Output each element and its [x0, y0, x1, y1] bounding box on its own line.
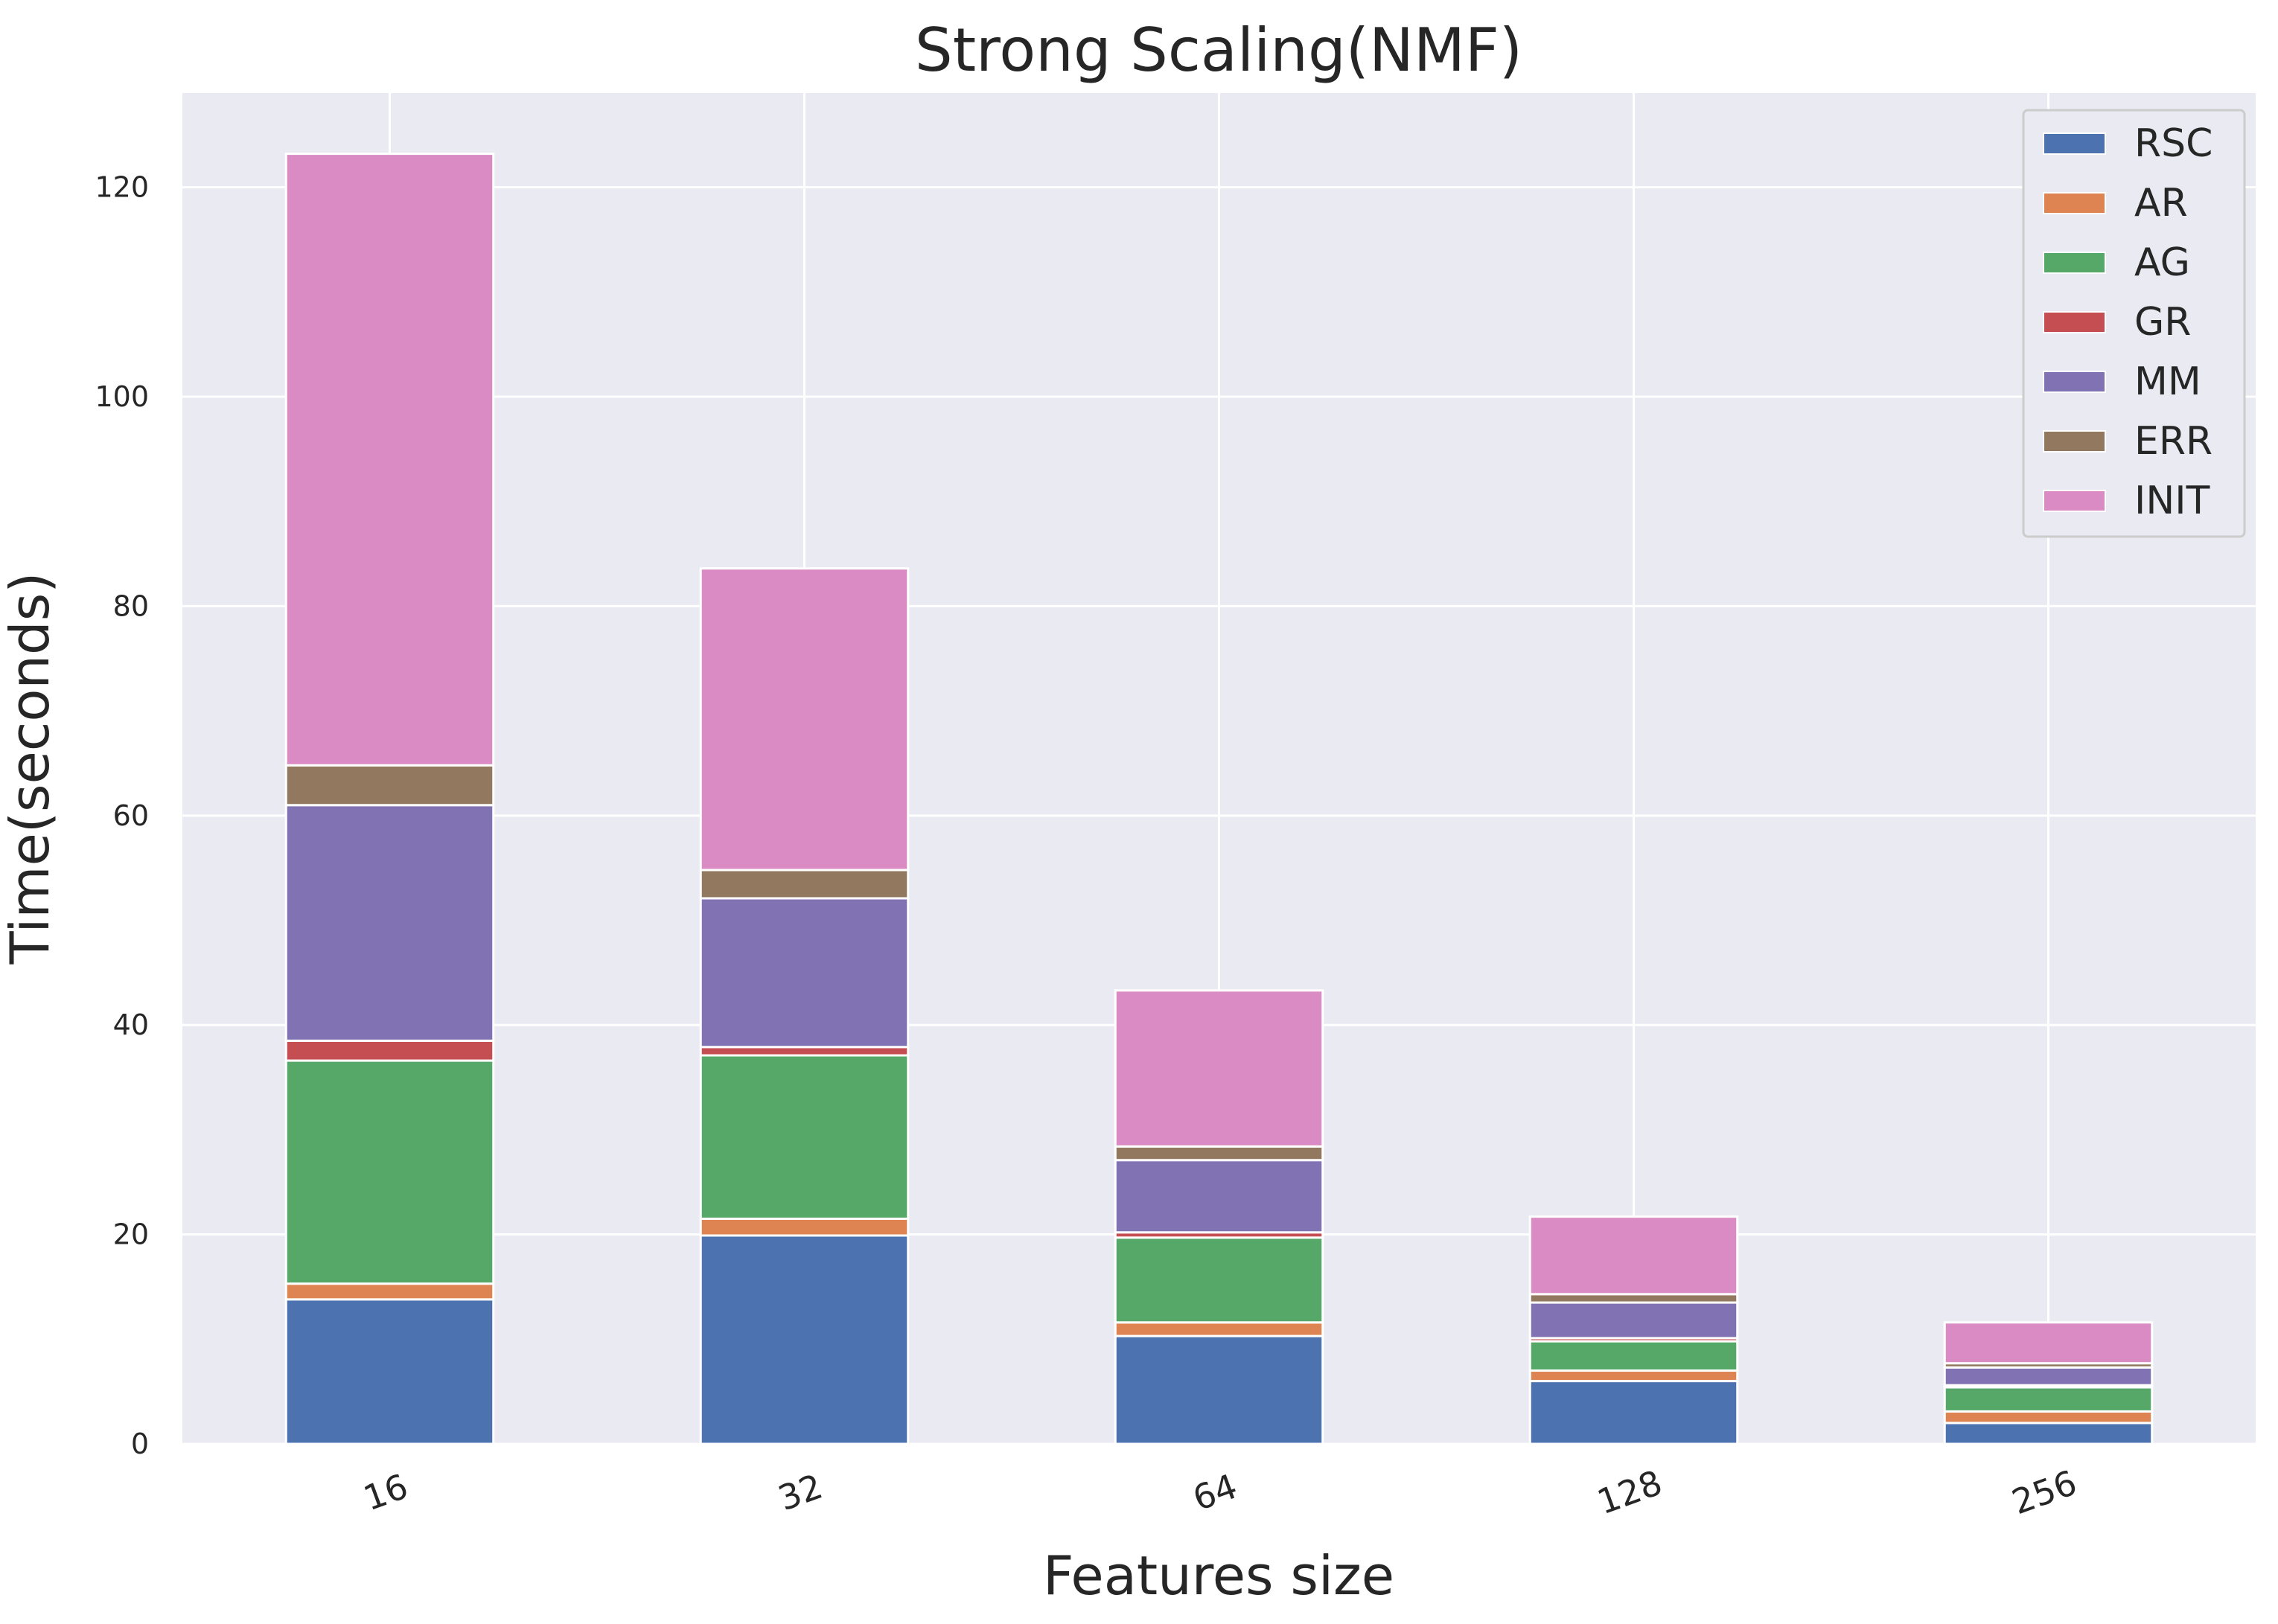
bar-rsc-16	[284, 1298, 495, 1445]
legend-swatch-mm	[2043, 371, 2106, 393]
legend-label-rsc: RSC	[2134, 121, 2212, 166]
y-tick-label: 40	[113, 1008, 149, 1041]
bar-init-16	[284, 153, 495, 767]
bar-rsc-64	[1114, 1334, 1324, 1445]
bar-init-32	[699, 567, 910, 872]
legend-frame	[2022, 109, 2246, 538]
bar-ar-256	[1943, 1410, 2154, 1425]
bar-gr-16	[284, 1039, 495, 1062]
x-tick-label: 128	[1592, 1462, 1668, 1523]
bar-ag-64	[1114, 1236, 1324, 1324]
x-tick-label: 16	[358, 1466, 412, 1519]
bar-mm-256	[1943, 1366, 2154, 1387]
bar-init-128	[1528, 1215, 1739, 1296]
bar-ag-32	[699, 1054, 910, 1220]
bar-err-64	[1114, 1145, 1324, 1162]
x-tick-label: 256	[2007, 1462, 2082, 1523]
y-tick-label: 60	[113, 799, 149, 832]
legend-label-ar: AR	[2134, 181, 2188, 226]
bar-err-16	[284, 764, 495, 807]
bar-ag-128	[1528, 1340, 1739, 1372]
bars	[284, 153, 2154, 1445]
bar-ar-32	[699, 1218, 910, 1237]
legend-swatch-err	[2043, 430, 2106, 453]
bar-ar-16	[284, 1282, 495, 1301]
bar-err-32	[699, 869, 910, 900]
legend-swatch-gr	[2043, 311, 2106, 333]
legend-label-err: ERR	[2134, 419, 2212, 464]
y-axis-label: Time(seconds)	[0, 572, 61, 965]
legend-label-init: INIT	[2134, 479, 2210, 523]
bar-gr-32	[699, 1046, 910, 1057]
legend-label-mm: MM	[2134, 359, 2201, 404]
legend-label-ag: AG	[2134, 240, 2190, 285]
bar-ar-64	[1114, 1321, 1324, 1337]
x-axis-label: Features size	[1043, 1544, 1394, 1607]
legend: RSC AR AG GR MM ERR INIT	[2022, 109, 2246, 538]
legend-label-gr: GR	[2134, 300, 2191, 345]
bar-rsc-256	[1943, 1422, 2154, 1445]
bar-ag-16	[284, 1059, 495, 1285]
x-tick-label: 64	[1187, 1466, 1242, 1519]
bar-err-128	[1528, 1293, 1739, 1304]
bar-mm-128	[1528, 1301, 1739, 1340]
bar-mm-16	[284, 804, 495, 1042]
y-tick-label: 0	[131, 1428, 149, 1460]
y-tick-label: 100	[95, 380, 149, 413]
bar-ag-256	[1943, 1386, 2154, 1413]
y-tick-label: 80	[113, 589, 149, 622]
legend-swatch-init	[2043, 490, 2106, 512]
chart-title: Strong Scaling(NMF)	[915, 16, 1522, 85]
bar-rsc-32	[699, 1234, 910, 1445]
legend-swatch-rsc	[2043, 132, 2106, 155]
bar-init-256	[1943, 1321, 2154, 1365]
bar-mm-32	[699, 897, 910, 1049]
bar-ar-128	[1528, 1369, 1739, 1383]
y-tick-label: 20	[113, 1218, 149, 1251]
bar-init-64	[1114, 989, 1324, 1148]
bar-mm-64	[1114, 1159, 1324, 1234]
legend-swatch-ar	[2043, 192, 2106, 214]
bar-rsc-128	[1528, 1380, 1739, 1445]
y-tick-label: 120	[95, 171, 149, 204]
legend-swatch-ag	[2043, 252, 2106, 274]
x-tick-label: 32	[773, 1466, 827, 1519]
